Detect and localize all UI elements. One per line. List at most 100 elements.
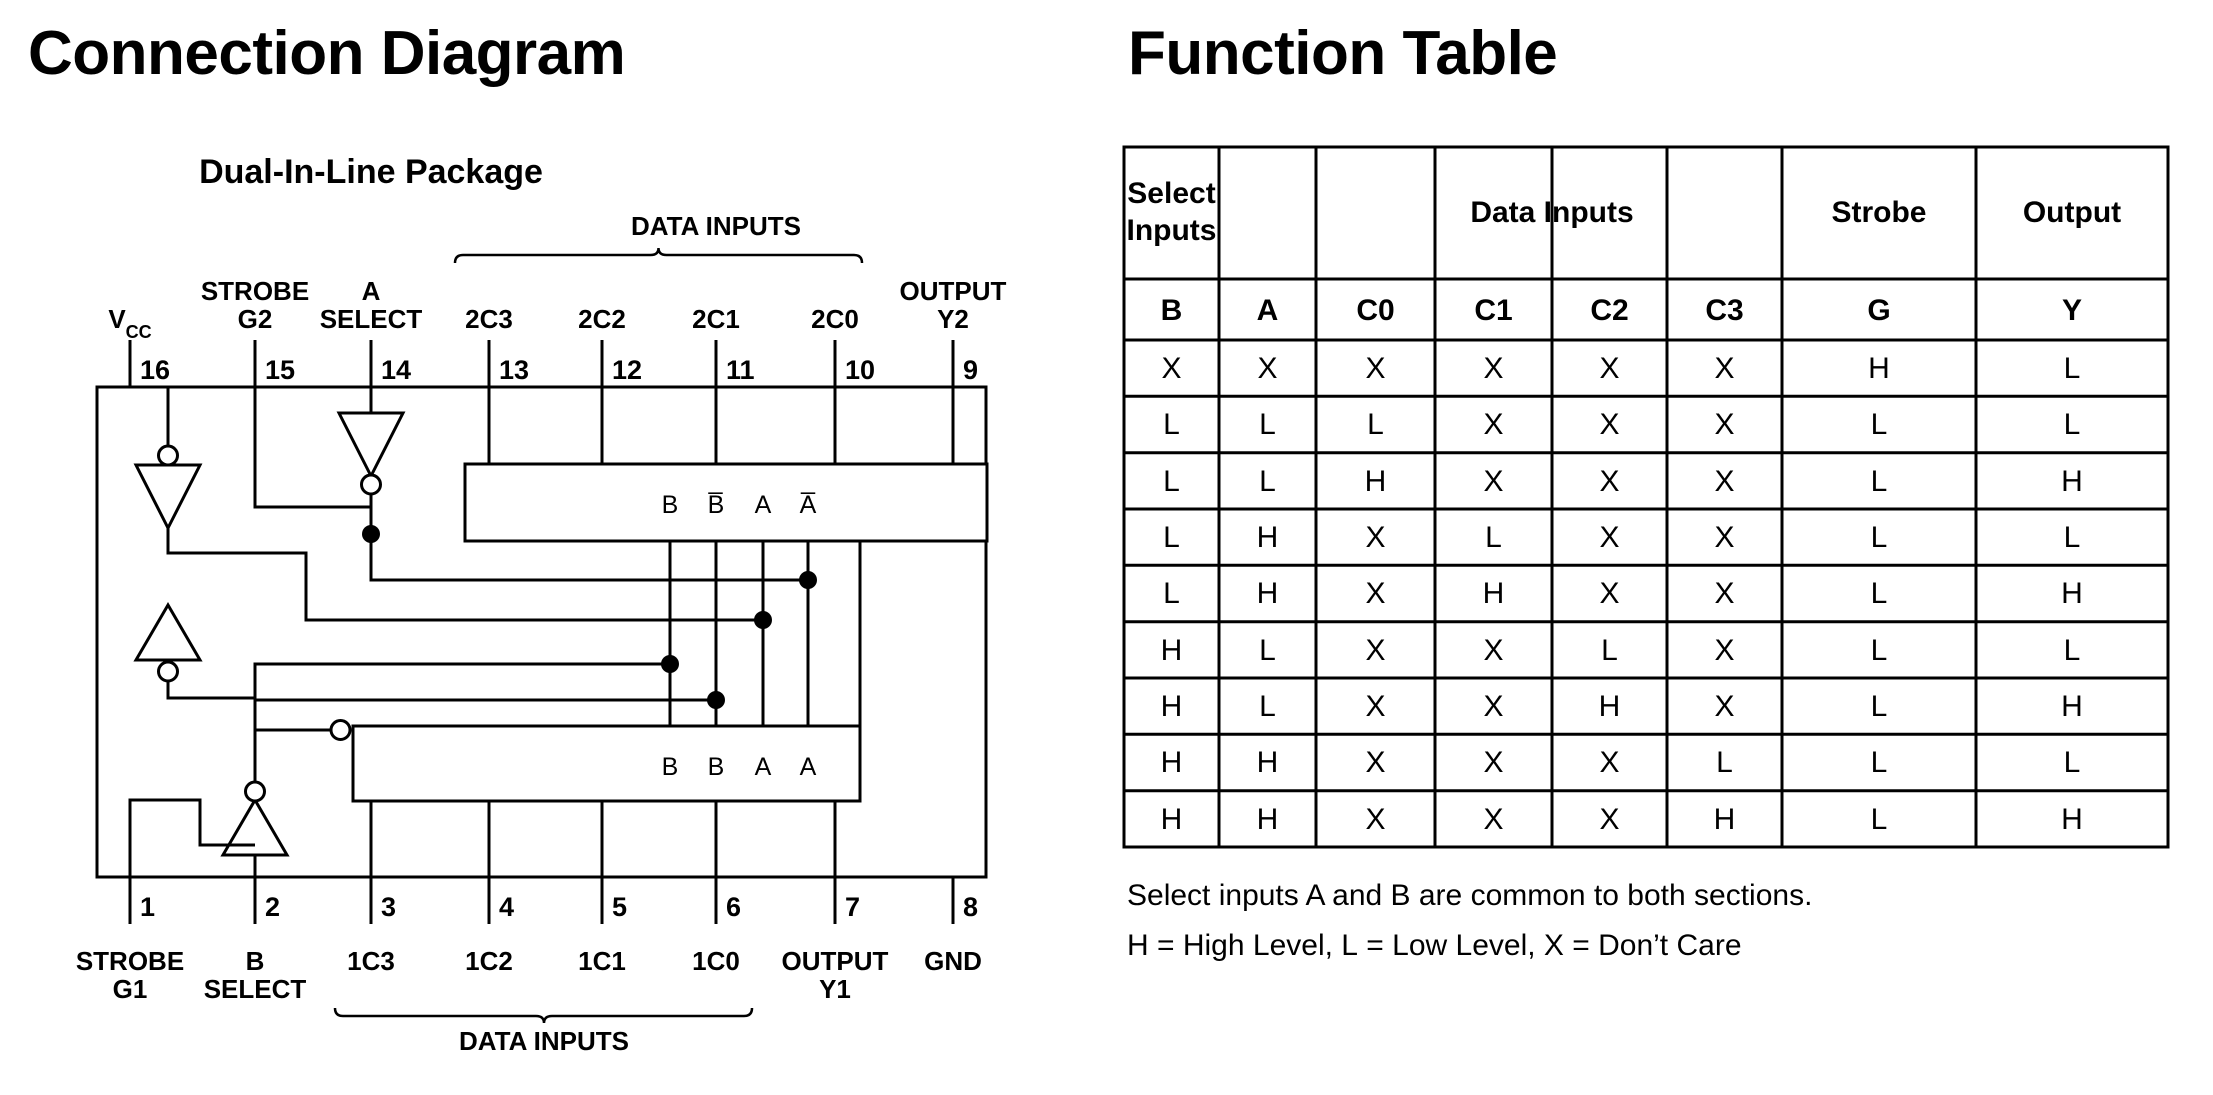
svg-text:10: 10 bbox=[845, 355, 875, 385]
svg-text:7: 7 bbox=[845, 892, 860, 922]
svg-text:Select inputs A and B are comm: Select inputs A and B are common to both… bbox=[1127, 879, 1812, 912]
svg-text:DATA INPUTS: DATA INPUTS bbox=[459, 1026, 629, 1056]
svg-text:X: X bbox=[1714, 690, 1734, 723]
svg-text:X: X bbox=[1365, 577, 1385, 610]
svg-text:L: L bbox=[1871, 465, 1888, 498]
svg-text:L: L bbox=[1871, 803, 1888, 836]
svg-text:1C2: 1C2 bbox=[465, 946, 513, 976]
svg-text:X: X bbox=[1483, 408, 1503, 441]
svg-text:G1: G1 bbox=[113, 974, 148, 1004]
svg-text:H: H bbox=[1161, 690, 1183, 723]
svg-text:Output: Output bbox=[2023, 196, 2121, 229]
svg-text:X: X bbox=[1714, 408, 1734, 441]
svg-text:H: H bbox=[1161, 746, 1183, 779]
svg-text:1: 1 bbox=[140, 892, 155, 922]
svg-text:L: L bbox=[1259, 408, 1276, 441]
svg-text:A: A bbox=[1257, 294, 1279, 327]
svg-text:A̅: A̅ bbox=[800, 491, 817, 519]
svg-text:L: L bbox=[1163, 521, 1180, 554]
svg-text:H: H bbox=[2061, 690, 2083, 723]
svg-text:L: L bbox=[2064, 634, 2081, 667]
svg-text:H: H bbox=[1599, 690, 1621, 723]
svg-text:H: H bbox=[1868, 352, 1890, 385]
svg-text:2C0: 2C0 bbox=[811, 304, 859, 334]
svg-text:C3: C3 bbox=[1705, 294, 1743, 327]
svg-text:5: 5 bbox=[612, 892, 627, 922]
svg-text:4: 4 bbox=[499, 892, 514, 922]
svg-text:X: X bbox=[1714, 465, 1734, 498]
svg-text:L: L bbox=[1871, 521, 1888, 554]
svg-text:X: X bbox=[1161, 352, 1181, 385]
svg-text:C0: C0 bbox=[1356, 294, 1394, 327]
svg-text:X: X bbox=[1483, 465, 1503, 498]
svg-text:DATA INPUTS: DATA INPUTS bbox=[631, 211, 801, 241]
svg-text:L: L bbox=[1163, 577, 1180, 610]
svg-text:L: L bbox=[2064, 521, 2081, 554]
svg-text:X: X bbox=[1599, 465, 1619, 498]
svg-text:B: B bbox=[246, 946, 265, 976]
svg-text:12: 12 bbox=[612, 355, 642, 385]
svg-text:C2: C2 bbox=[1590, 294, 1628, 327]
svg-text:L: L bbox=[1871, 408, 1888, 441]
svg-text:1C1: 1C1 bbox=[578, 946, 626, 976]
svg-text:H: H bbox=[1161, 803, 1183, 836]
svg-text:C1: C1 bbox=[1474, 294, 1512, 327]
svg-text:L: L bbox=[1716, 746, 1733, 779]
svg-text:G: G bbox=[1867, 294, 1890, 327]
svg-text:X: X bbox=[1483, 634, 1503, 667]
svg-text:L: L bbox=[1163, 408, 1180, 441]
svg-text:X: X bbox=[1483, 746, 1503, 779]
svg-text:STROBE: STROBE bbox=[201, 276, 309, 306]
svg-text:X: X bbox=[1714, 577, 1734, 610]
svg-text:L: L bbox=[1871, 746, 1888, 779]
svg-text:2C1: 2C1 bbox=[692, 304, 740, 334]
svg-text:X: X bbox=[1714, 521, 1734, 554]
svg-text:OUTPUT: OUTPUT bbox=[900, 276, 1007, 306]
svg-text:9: 9 bbox=[963, 355, 978, 385]
svg-text:X: X bbox=[1483, 352, 1503, 385]
svg-text:14: 14 bbox=[381, 355, 411, 385]
svg-text:Inputs: Inputs bbox=[1127, 214, 1217, 247]
svg-text:Y: Y bbox=[2062, 294, 2082, 327]
svg-text:15: 15 bbox=[265, 355, 295, 385]
svg-text:H: H bbox=[2061, 803, 2083, 836]
svg-text:L: L bbox=[1601, 634, 1618, 667]
svg-text:X: X bbox=[1599, 803, 1619, 836]
svg-text:Data Inputs: Data Inputs bbox=[1470, 196, 1633, 229]
svg-text:X: X bbox=[1714, 634, 1734, 667]
svg-text:L: L bbox=[1163, 465, 1180, 498]
svg-text:2C3: 2C3 bbox=[465, 304, 513, 334]
svg-text:Dual-In-Line Package: Dual-In-Line Package bbox=[199, 153, 543, 191]
svg-text:L: L bbox=[2064, 352, 2081, 385]
svg-text:Select: Select bbox=[1127, 177, 1215, 210]
svg-text:H: H bbox=[1714, 803, 1736, 836]
svg-text:X: X bbox=[1365, 521, 1385, 554]
svg-text:1C0: 1C0 bbox=[692, 946, 740, 976]
svg-text:H: H bbox=[1483, 577, 1505, 610]
svg-text:L: L bbox=[1871, 634, 1888, 667]
svg-text:A: A bbox=[800, 753, 817, 781]
svg-text:H: H bbox=[1365, 465, 1387, 498]
svg-text:H: H bbox=[2061, 465, 2083, 498]
svg-text:VCC: VCC bbox=[108, 304, 151, 342]
svg-text:A: A bbox=[362, 276, 381, 306]
svg-text:6: 6 bbox=[726, 892, 741, 922]
svg-text:X: X bbox=[1365, 352, 1385, 385]
svg-text:A: A bbox=[755, 753, 772, 781]
svg-text:X: X bbox=[1257, 352, 1277, 385]
svg-text:L: L bbox=[1259, 690, 1276, 723]
svg-text:X: X bbox=[1599, 577, 1619, 610]
svg-text:H: H bbox=[1161, 634, 1183, 667]
svg-text:1C3: 1C3 bbox=[347, 946, 395, 976]
svg-text:2: 2 bbox=[265, 892, 280, 922]
svg-text:16: 16 bbox=[140, 355, 170, 385]
svg-text:8: 8 bbox=[963, 892, 978, 922]
svg-text:X: X bbox=[1365, 803, 1385, 836]
svg-text:Strobe: Strobe bbox=[1831, 196, 1926, 229]
svg-text:B: B bbox=[708, 753, 725, 781]
svg-text:H: H bbox=[2061, 577, 2083, 610]
svg-text:SELECT: SELECT bbox=[204, 974, 307, 1004]
svg-text:X: X bbox=[1599, 746, 1619, 779]
svg-text:GND: GND bbox=[924, 946, 982, 976]
svg-text:H: H bbox=[1257, 521, 1279, 554]
